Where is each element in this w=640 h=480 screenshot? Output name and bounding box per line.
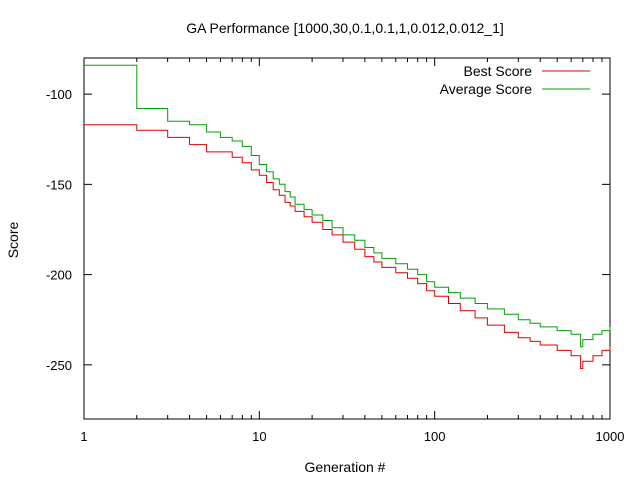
x-axis: 1 10 100 1000 [80, 58, 624, 444]
chart-title: GA Performance [1000,30,0.1,0.1,1,0.012,… [186, 20, 504, 36]
legend-label: Best Score [464, 63, 533, 79]
series-line-average-score [84, 64, 611, 348]
y-axis-label: Score [5, 222, 21, 259]
series-line-best-score [84, 124, 611, 369]
y-tick-label: -100 [46, 87, 72, 102]
plot-area [83, 57, 611, 420]
x-tick-label: 1000 [596, 429, 625, 444]
y-tick-label: -150 [46, 177, 72, 192]
x-tick-label: 10 [252, 429, 266, 444]
series-layer [84, 64, 611, 369]
y-tick-label: -200 [46, 268, 72, 283]
x-tick-label: 100 [424, 429, 446, 444]
x-axis-label: Generation # [305, 459, 386, 475]
x-tick-label: 1 [80, 429, 87, 444]
y-tick-label: -250 [46, 358, 72, 373]
y-axis: -100 -150 -200 -250 [46, 87, 610, 373]
legend: Best Score Average Score [440, 63, 590, 97]
legend-label: Average Score [440, 81, 533, 97]
